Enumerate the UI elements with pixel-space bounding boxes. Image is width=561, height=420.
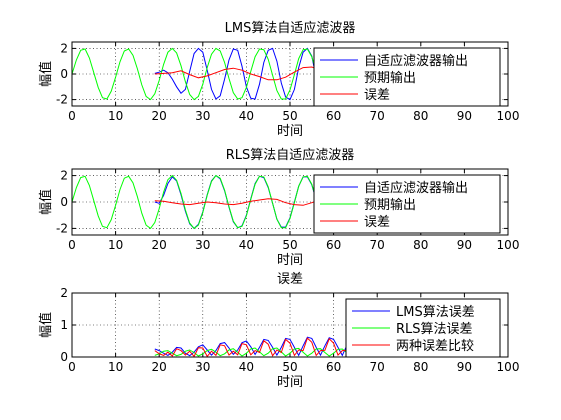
y-tick-label: -2: [56, 93, 68, 107]
x-tick-label: 10: [108, 109, 123, 123]
y-tick-label: 1: [60, 318, 68, 332]
x-tick-label: 20: [152, 109, 167, 123]
x-tick-label: 80: [413, 238, 428, 252]
series-line-2: [72, 174, 356, 230]
legend-label: 预期输出: [364, 70, 416, 86]
legend-label: 误差: [364, 215, 390, 230]
x-tick-label: 90: [457, 360, 472, 374]
x-tick-label: 20: [152, 360, 167, 374]
series-line-2: [72, 47, 356, 101]
y-tick-label: -2: [56, 221, 68, 235]
x-tick-label: 100: [497, 360, 520, 374]
y-tick-label: 2: [60, 41, 68, 55]
legend-label: 预期输出: [364, 197, 416, 213]
chart-panel-2: 0 10 20 30 40 50 60 70 80 90 100-202RLS算法自适应滤波器时间幅…: [38, 147, 519, 268]
x-tick-label: 60: [326, 360, 341, 374]
axes-frame: [71, 292, 509, 358]
legend-label: LMS算法误差: [396, 305, 475, 320]
x-tick-label: 0: [68, 109, 76, 123]
chart-panel-1: 0 10 20 30 40 50 60 70 80 90 100-202LMS算法自适应滤波器时间幅…: [38, 20, 519, 139]
x-tick-label: 90: [457, 238, 472, 252]
x-tick-label: 0: [68, 360, 76, 374]
x-tick-label: 10: [108, 238, 123, 252]
axes-frame: [71, 41, 509, 107]
x-tick-label: 20: [152, 238, 167, 252]
y-axis-label: 幅值: [38, 312, 54, 338]
x-tick-label: 50: [282, 109, 297, 123]
x-tick-label: 30: [195, 238, 210, 252]
y-tick-label: 0: [60, 195, 68, 209]
x-tick-label: 40: [239, 109, 254, 123]
legend-label: 自适应滤波器输出: [364, 53, 468, 69]
x-tick-label: 60: [326, 238, 341, 252]
x-tick-label: 80: [413, 109, 428, 123]
series-line-1: [154, 336, 356, 357]
y-axis-label: 幅值: [38, 61, 54, 87]
x-tick-label: 50: [282, 360, 297, 374]
chart-title: LMS算法自适应滤波器: [225, 20, 356, 36]
x-axis-label: 时间: [277, 375, 303, 390]
series-line-2: [154, 347, 356, 357]
y-axis-label: 幅值: [38, 189, 54, 215]
y-tick-label: 0: [60, 67, 68, 81]
legend-label: 误差: [364, 88, 390, 103]
legend-label: 自适应滤波器输出: [364, 180, 468, 196]
x-tick-label: 10: [108, 360, 123, 374]
x-tick-label: 100: [497, 238, 520, 252]
x-tick-label: 50: [282, 238, 297, 252]
x-tick-label: 0: [68, 238, 76, 252]
x-axis-label: 时间: [277, 124, 303, 139]
x-tick-label: 30: [195, 360, 210, 374]
y-tick-label: 0: [60, 350, 68, 364]
y-tick-label: 2: [60, 286, 68, 300]
x-tick-label: 30: [195, 109, 210, 123]
x-tick-label: 80: [413, 360, 428, 374]
x-tick-label: 70: [370, 109, 385, 123]
chart-title: 误差: [277, 272, 303, 287]
legend-label: RLS算法误差: [396, 322, 473, 337]
x-tick-label: 40: [239, 360, 254, 374]
axes-frame: [71, 168, 509, 236]
y-tick-label: 2: [60, 169, 68, 183]
x-tick-label: 70: [370, 360, 385, 374]
x-tick-label: 90: [457, 109, 472, 123]
chart-title: RLS算法自适应滤波器: [226, 147, 355, 163]
x-tick-label: 40: [239, 238, 254, 252]
x-tick-label: 60: [326, 109, 341, 123]
series-line-3: [154, 337, 356, 357]
legend-label: 两种误差比较: [396, 339, 474, 354]
x-tick-label: 70: [370, 238, 385, 252]
x-tick-label: 100: [497, 109, 520, 123]
x-axis-label: 时间: [277, 253, 303, 268]
